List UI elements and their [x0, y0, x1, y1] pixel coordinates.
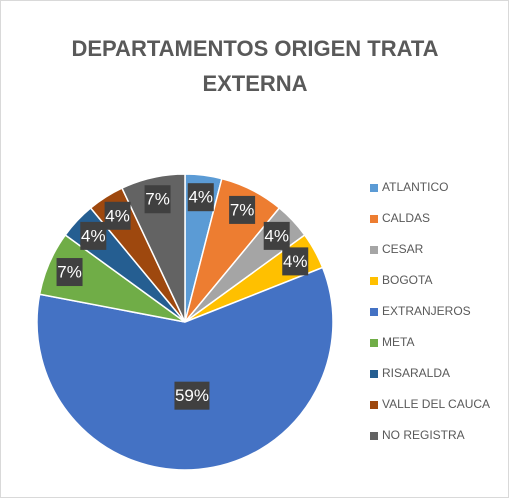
legend-label: BOGOTA: [382, 273, 432, 287]
data-label-box: [263, 221, 290, 250]
legend-swatch: [370, 339, 378, 347]
legend-swatch: [370, 401, 378, 409]
legend-swatch: [370, 215, 378, 223]
legend-swatch: [370, 432, 378, 440]
legend-swatch: [370, 277, 378, 285]
data-label-box: [56, 258, 83, 287]
legend-label: VALLE DEL CAUCA: [382, 397, 490, 411]
legend-swatch: [370, 184, 378, 192]
legend-label: RISARALDA: [382, 366, 450, 380]
data-label: 7%: [57, 263, 82, 282]
legend-label: EXTRANJEROS: [382, 304, 471, 318]
data-label: 4%: [264, 226, 289, 245]
data-label-box: [174, 381, 210, 410]
legend-swatch: [370, 370, 378, 378]
data-label-box: [229, 195, 256, 224]
chart-title: DEPARTAMENTOS ORIGEN TRATA EXTERNA: [71, 36, 438, 96]
legend-label: ATLANTICO: [382, 180, 448, 194]
data-label: 4%: [188, 188, 213, 207]
data-label: 59%: [175, 386, 209, 405]
data-label: 4%: [105, 206, 130, 225]
data-label-box: [187, 183, 214, 212]
data-label-box: [104, 201, 131, 230]
data-label-box: [282, 247, 309, 276]
data-label-box: [80, 221, 107, 250]
data-label-box: [144, 185, 171, 214]
legend-label: CALDAS: [382, 211, 430, 225]
data-label: 7%: [145, 190, 170, 209]
legend-label: NO REGISTRA: [382, 428, 465, 442]
data-label: 4%: [81, 226, 106, 245]
legend-label: CESAR: [382, 242, 424, 256]
data-label: 7%: [230, 200, 255, 219]
data-label: 4%: [283, 252, 308, 271]
legend-swatch: [370, 246, 378, 254]
pie-slice: [36, 266, 334, 471]
legend-swatch: [370, 308, 378, 316]
legend-label: META: [382, 335, 414, 349]
